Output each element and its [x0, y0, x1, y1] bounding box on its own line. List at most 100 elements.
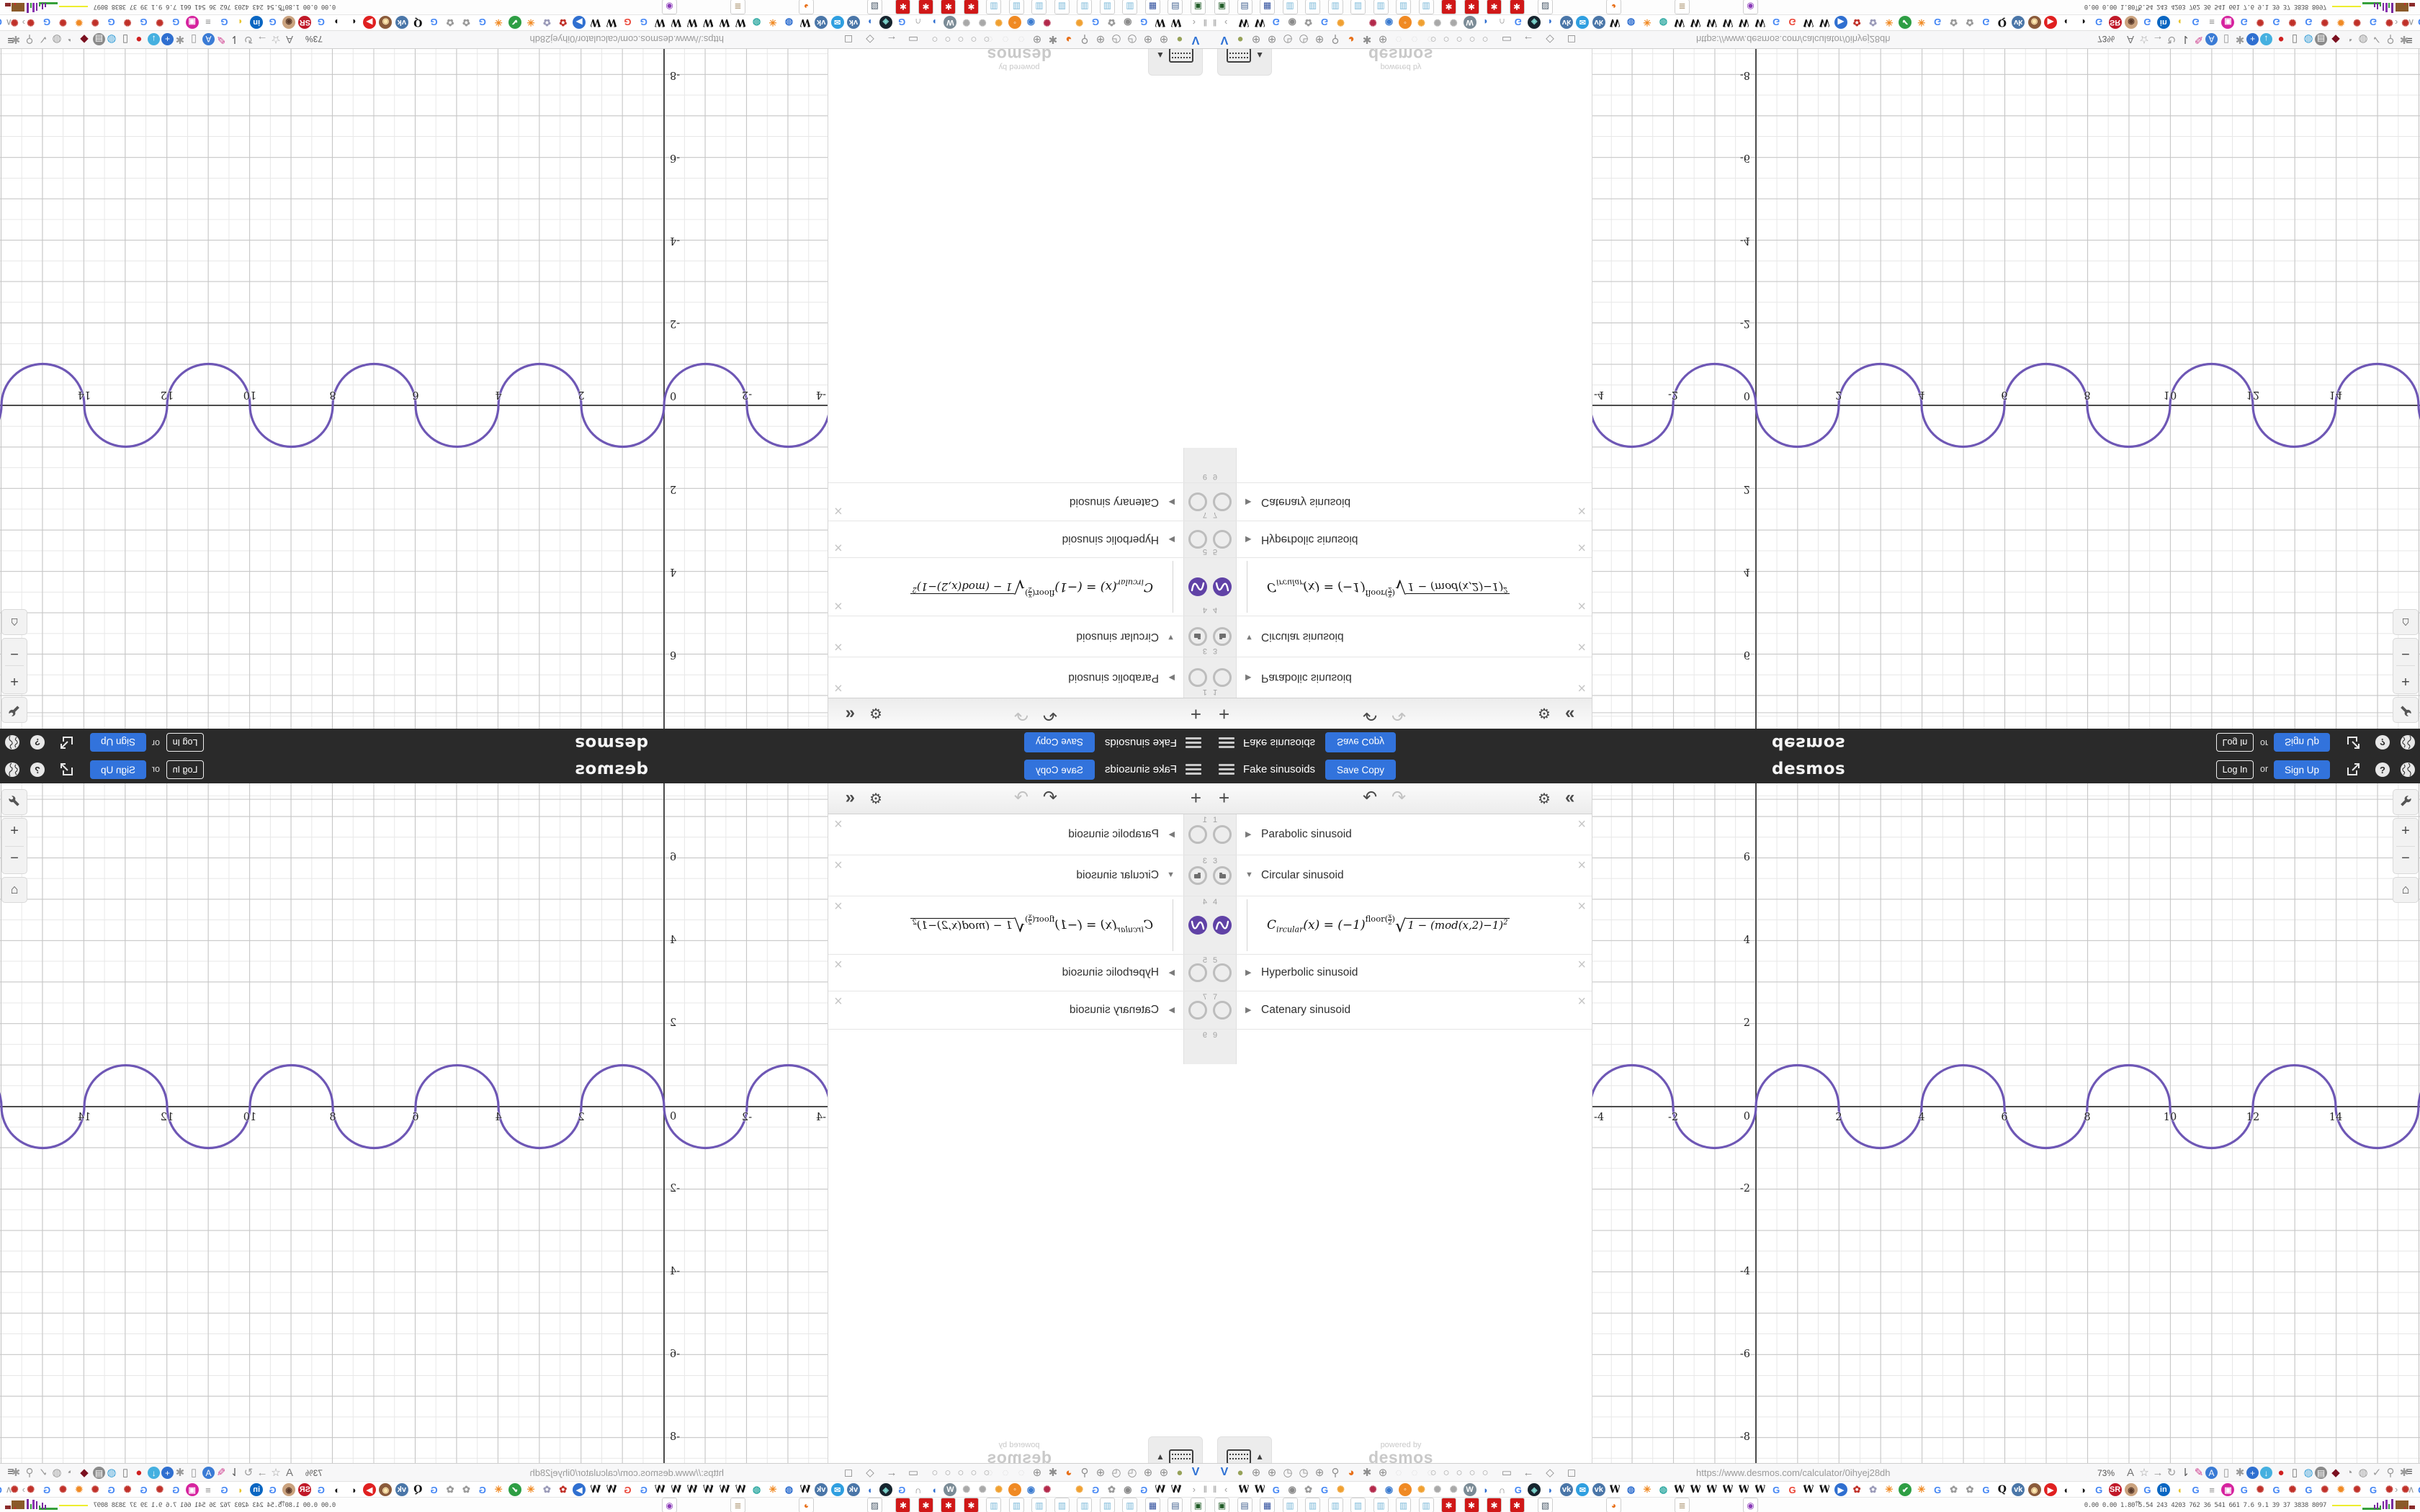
- nav-icon[interactable]: ◇: [866, 1467, 874, 1479]
- chevron-right-icon[interactable]: ▶: [1168, 968, 1175, 977]
- tab-favicon[interactable]: ✺: [1043, 17, 1052, 28]
- bookmark-icon[interactable]: ▥: [1054, 0, 1070, 14]
- tab-favicon[interactable]: G: [1272, 17, 1280, 28]
- tab-favicon[interactable]: G: [220, 17, 228, 28]
- tab-favicon[interactable]: ◍: [752, 1484, 761, 1495]
- bookmark-icon[interactable]: ▧: [1538, 0, 1553, 14]
- tab-favicon[interactable]: W: [606, 1484, 617, 1495]
- tab-favicon[interactable]: ✺: [995, 1484, 1003, 1495]
- bookmark-icon[interactable]: ✱: [964, 1498, 979, 1512]
- toolbar-action-icon[interactable]: ✎: [216, 1467, 226, 1479]
- chevron-right-icon[interactable]: ▶: [1245, 535, 1252, 544]
- extension-icon[interactable]: ⊕: [1143, 1467, 1153, 1479]
- nav-icon[interactable]: ○: [1443, 33, 1450, 46]
- toolbar-action-icon[interactable]: +: [2246, 33, 2259, 45]
- folder-toggle-icon[interactable]: [1213, 1001, 1232, 1020]
- tab-favicon[interactable]: G: [2143, 1484, 2151, 1495]
- tab-favicon[interactable]: W: [944, 1483, 957, 1496]
- extension-icon[interactable]: ⊕: [1251, 33, 1261, 45]
- log-in-button[interactable]: Log In: [2216, 760, 2254, 779]
- tab-favicon[interactable]: ◍: [1659, 1484, 1668, 1495]
- edit-list-gear-icon[interactable]: ⚙: [869, 791, 882, 807]
- delete-expression-icon[interactable]: ×: [1577, 639, 1586, 654]
- expression-row-hyperbolic[interactable]: 5 ▶ Hyperbolic sinusoid ×: [828, 955, 1210, 991]
- extension-icon[interactable]: ◷: [1127, 33, 1137, 45]
- tab-favicon[interactable]: W: [1722, 17, 1734, 28]
- tab-favicon[interactable]: Q: [413, 1484, 423, 1495]
- tab-favicon[interactable]: W: [735, 17, 747, 28]
- tab-favicon[interactable]: vk: [1592, 16, 1605, 29]
- default-zoom-home-button[interactable]: ⌂: [1, 877, 27, 903]
- bookmark-icon[interactable]: ▣: [1191, 1498, 1206, 1512]
- tab-favicon[interactable]: vk: [2012, 1483, 2025, 1496]
- toolbar-action-icon[interactable]: ▯: [190, 1467, 197, 1479]
- tab-favicon[interactable]: ✳: [1643, 17, 1652, 28]
- delete-expression-icon[interactable]: ×: [1577, 957, 1586, 973]
- folder-label[interactable]: Hyperbolic sinusoid: [1261, 966, 1358, 978]
- folder-toggle-icon[interactable]: [1213, 627, 1232, 646]
- extension-icon[interactable]: ◌: [1018, 33, 1025, 46]
- graph-settings-wrench-button[interactable]: [1, 789, 27, 815]
- sign-up-button[interactable]: Sign Up: [90, 733, 146, 752]
- bookmark-icon[interactable]: ▥: [1054, 1498, 1070, 1512]
- extension-icon[interactable]: ◕: [1065, 33, 1072, 46]
- tab-favicon[interactable]: ◦: [1399, 16, 1412, 29]
- toolbar-action-icon[interactable]: ▯: [122, 1467, 129, 1479]
- tab-favicon[interactable]: SR: [298, 16, 312, 29]
- bookmark-icon[interactable]: ▥: [1122, 0, 1138, 14]
- tab-favicon[interactable]: ✺: [1417, 17, 1425, 28]
- tab-favicon[interactable]: ✺: [91, 1484, 99, 1495]
- toolbar-action-icon[interactable]: ●: [2277, 1466, 2285, 1479]
- extension-icon[interactable]: ⊕: [1095, 33, 1106, 45]
- toolbar-action-icon[interactable]: ▯: [2291, 1467, 2298, 1479]
- bookmark-icon[interactable]: ◉: [662, 0, 677, 14]
- extension-icon[interactable]: ◌: [1411, 1466, 1418, 1479]
- zoom-out-button[interactable]: −: [10, 646, 19, 662]
- tab-favicon[interactable]: ✿: [1107, 1484, 1116, 1495]
- tab-favicon[interactable]: ✹: [75, 17, 84, 28]
- tab-favicon[interactable]: ◈: [879, 1483, 892, 1496]
- tab-favicon[interactable]: ◈: [879, 16, 892, 29]
- tab-favicon[interactable]: ✿: [462, 17, 470, 28]
- nav-icon[interactable]: ○: [931, 33, 938, 46]
- bookmark-icon[interactable]: ▤: [1237, 0, 1252, 14]
- tab-favicon[interactable]: W: [670, 17, 682, 28]
- desmos-logo[interactable]: desmos: [1772, 734, 1846, 752]
- bookmark-icon[interactable]: ▥: [986, 0, 1002, 14]
- tab-favicon[interactable]: ✿: [1107, 17, 1116, 28]
- bookmark-icon[interactable]: ▥: [1373, 1498, 1389, 1512]
- bookmark-icon[interactable]: ▥: [986, 1498, 1002, 1512]
- menu-icon[interactable]: [1219, 764, 1234, 775]
- tab-favicon[interactable]: G: [1091, 17, 1100, 28]
- folder-toggle-icon[interactable]: [1213, 963, 1232, 982]
- tab-favicon[interactable]: ✺: [2401, 17, 2410, 28]
- tab-favicon[interactable]: ◍: [784, 17, 794, 28]
- tab-favicon[interactable]: G: [2240, 17, 2248, 28]
- toolbar-action-icon[interactable]: ●: [135, 1466, 143, 1479]
- tab-favicon[interactable]: ◖: [237, 1484, 243, 1495]
- delete-expression-icon[interactable]: ×: [1577, 994, 1586, 1009]
- tab-favicon[interactable]: ◉: [1026, 17, 1036, 28]
- bookmark-icon[interactable]: ▥: [1009, 0, 1024, 14]
- toolbar-action-icon[interactable]: ▯: [2223, 1467, 2230, 1479]
- tab-favicon[interactable]: W: [1803, 1484, 1814, 1495]
- chevron-down-icon[interactable]: ▼: [1167, 870, 1175, 879]
- extension-icon[interactable]: ⊕: [1159, 1467, 1169, 1479]
- nav-icon[interactable]: ▭: [1501, 33, 1512, 45]
- tab-favicon[interactable]: G: [2095, 1484, 2103, 1495]
- tab-favicon[interactable]: G: [2305, 1484, 2313, 1495]
- tab-favicon[interactable]: ▶: [573, 1483, 586, 1496]
- tab-favicon[interactable]: W: [1819, 17, 1831, 28]
- folder-toggle-icon[interactable]: [1188, 866, 1207, 885]
- add-expression-button[interactable]: +: [1219, 787, 1230, 809]
- tab-favicon[interactable]: ✺: [27, 1484, 35, 1495]
- folder-label[interactable]: Parabolic sinusoid: [1261, 828, 1352, 840]
- bookmark-icon[interactable]: ✱: [1464, 1498, 1479, 1512]
- bookmark-icon[interactable]: ✱: [895, 0, 911, 14]
- help-icon[interactable]: ?: [2375, 734, 2390, 750]
- tab-favicon[interactable]: ◗: [931, 1484, 937, 1495]
- bookmark-icon[interactable]: ▥: [1305, 0, 1320, 14]
- graph-paper[interactable]: -4 -2 2 4 6 8 10 12 14 6 4 2 -2 -4 -6 -8 0: [1592, 49, 2420, 729]
- delete-expression-icon[interactable]: ×: [834, 994, 843, 1009]
